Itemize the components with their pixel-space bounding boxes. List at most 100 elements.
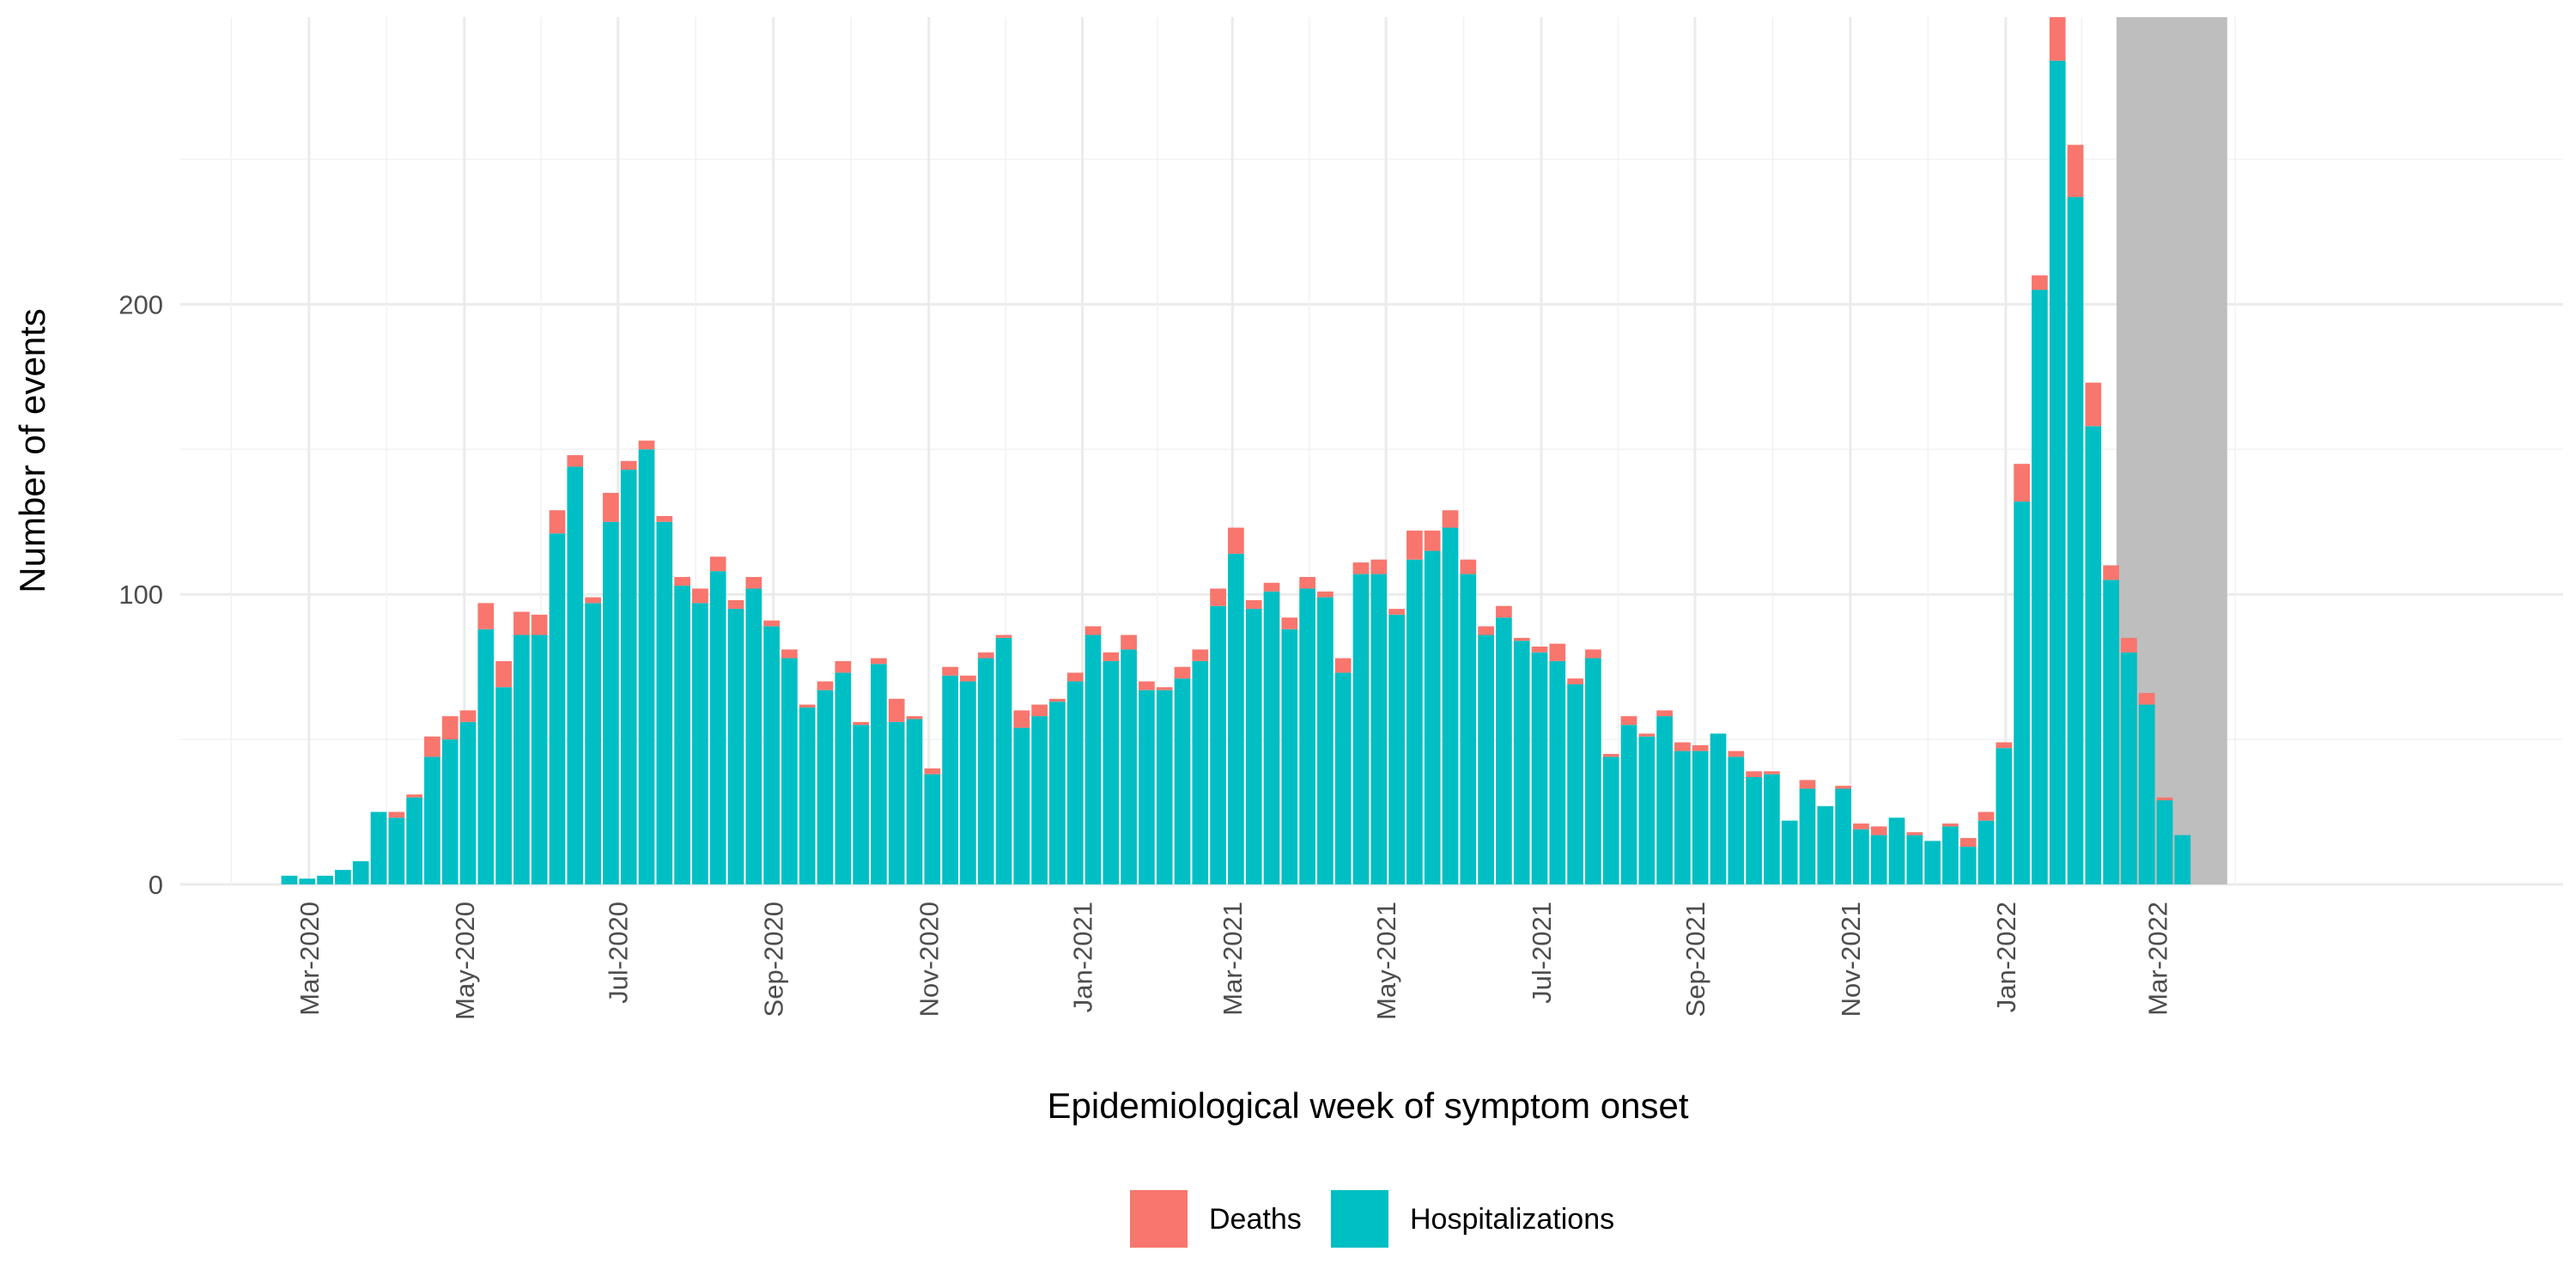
bar-hospitalizations [1906, 835, 1923, 884]
bar-deaths [1352, 562, 1370, 574]
bar-hospitalizations [441, 739, 459, 884]
bar-deaths [977, 652, 994, 659]
bar-deaths [1406, 530, 1423, 560]
legend-key-hospitalizations [1331, 1190, 1388, 1248]
bar-hospitalizations [1567, 683, 1583, 884]
bar-deaths [709, 556, 726, 572]
bar-hospitalizations [2032, 289, 2048, 884]
x-tick-label: Mar-2020 [295, 902, 325, 1016]
bar-deaths [441, 716, 459, 740]
bar-deaths [1746, 771, 1762, 778]
bar-hospitalizations [924, 774, 941, 884]
bar-hospitalizations [1174, 678, 1191, 884]
bar-hospitalizations [1959, 847, 1977, 884]
bar-hospitalizations [567, 466, 584, 884]
bar-hospitalizations [1031, 716, 1048, 884]
bar-deaths [1460, 559, 1477, 574]
bar-hospitalizations [1299, 588, 1315, 884]
bar-hospitalizations [1888, 817, 1905, 884]
bar-hospitalizations [424, 756, 440, 884]
bar-hospitalizations [745, 588, 762, 884]
bar-hospitalizations [2014, 501, 2030, 884]
bar-deaths [1263, 582, 1280, 592]
bar-deaths [1656, 710, 1673, 717]
bar-deaths [2138, 693, 2155, 705]
bar-hospitalizations [1531, 652, 1548, 884]
bar-deaths [656, 516, 673, 522]
bar-deaths [585, 597, 601, 604]
bar-deaths [1031, 704, 1048, 717]
bar-hospitalizations [549, 533, 566, 884]
bar-hospitalizations [1835, 788, 1851, 884]
bar-deaths [1728, 750, 1745, 757]
bar-deaths [1764, 771, 1780, 775]
bar-deaths [1049, 698, 1066, 702]
bar-hospitalizations [1870, 835, 1887, 884]
bar-hospitalizations [1620, 725, 1637, 884]
bar-deaths [1692, 744, 1709, 751]
legend: Deaths Hospitalizations [1130, 1190, 1614, 1248]
bar-deaths [835, 660, 852, 673]
bar-deaths [424, 736, 440, 757]
bar-deaths [1442, 510, 1459, 528]
bar-hospitalizations [1728, 756, 1745, 884]
bar-deaths [853, 721, 869, 726]
bar-deaths [906, 716, 923, 720]
bar-deaths [1567, 678, 1583, 684]
bar-hospitalizations [960, 681, 976, 884]
bar-deaths [459, 710, 477, 722]
bar-deaths [1602, 753, 1619, 757]
x-tick-label: May-2020 [450, 902, 480, 1020]
legend-label-deaths: Deaths [1209, 1203, 1302, 1236]
bar-hospitalizations [459, 721, 477, 884]
bar-deaths [1281, 617, 1298, 629]
bar-hospitalizations [1799, 788, 1816, 884]
bar-deaths [817, 681, 834, 690]
x-tick-label: Jul-2020 [604, 902, 634, 1004]
bar-hospitalizations [1121, 649, 1137, 884]
bar-hospitalizations [1066, 681, 1084, 884]
bar-deaths [1156, 687, 1173, 690]
bar-deaths [1674, 742, 1691, 751]
bar-deaths [1210, 588, 1226, 606]
bar-deaths [406, 794, 422, 798]
bar-hospitalizations [1942, 826, 1959, 884]
bar-deaths [1013, 710, 1030, 728]
bar-hospitalizations [871, 664, 887, 884]
bar-hospitalizations [2067, 197, 2084, 884]
bar-hospitalizations [1496, 617, 1512, 884]
bar-hospitalizations [1764, 774, 1780, 884]
bar-hospitalizations [781, 658, 798, 884]
bar-hospitalizations [977, 658, 994, 884]
bar-hospitalizations [1334, 672, 1352, 884]
bar-hospitalizations [299, 878, 316, 884]
bar-hospitalizations [1317, 597, 1334, 884]
x-tick-label: Nov-2021 [1836, 902, 1866, 1017]
legend-label-hospitalizations: Hospitalizations [1410, 1203, 1614, 1236]
bar-hospitalizations [2138, 704, 2155, 884]
bar-hospitalizations [1710, 733, 1727, 884]
bar-hospitalizations [1549, 660, 1566, 884]
bar-hospitalizations [674, 586, 690, 884]
x-tick-label: Sep-2020 [759, 902, 789, 1017]
bar-hospitalizations [388, 817, 405, 884]
x-tick-label: Mar-2021 [1218, 902, 1248, 1016]
bar-deaths [567, 455, 584, 467]
bar-deaths [727, 599, 744, 610]
bar-hospitalizations [370, 811, 387, 884]
bar-hospitalizations [709, 571, 726, 884]
bar-hospitalizations [2103, 580, 2119, 884]
bar-deaths [1174, 666, 1191, 679]
bar-deaths [1139, 681, 1155, 690]
bar-deaths [477, 603, 495, 629]
bar-deaths [1638, 733, 1656, 737]
x-tick-label: Mar-2022 [2143, 902, 2173, 1016]
bar-hospitalizations [1370, 574, 1388, 884]
bar-deaths [924, 768, 941, 775]
bar-hospitalizations [1210, 605, 1226, 884]
bar-hospitalizations [1674, 750, 1691, 884]
bar-hospitalizations [1013, 727, 1030, 884]
bar-deaths [2049, 17, 2066, 61]
bar-deaths [1388, 609, 1405, 615]
